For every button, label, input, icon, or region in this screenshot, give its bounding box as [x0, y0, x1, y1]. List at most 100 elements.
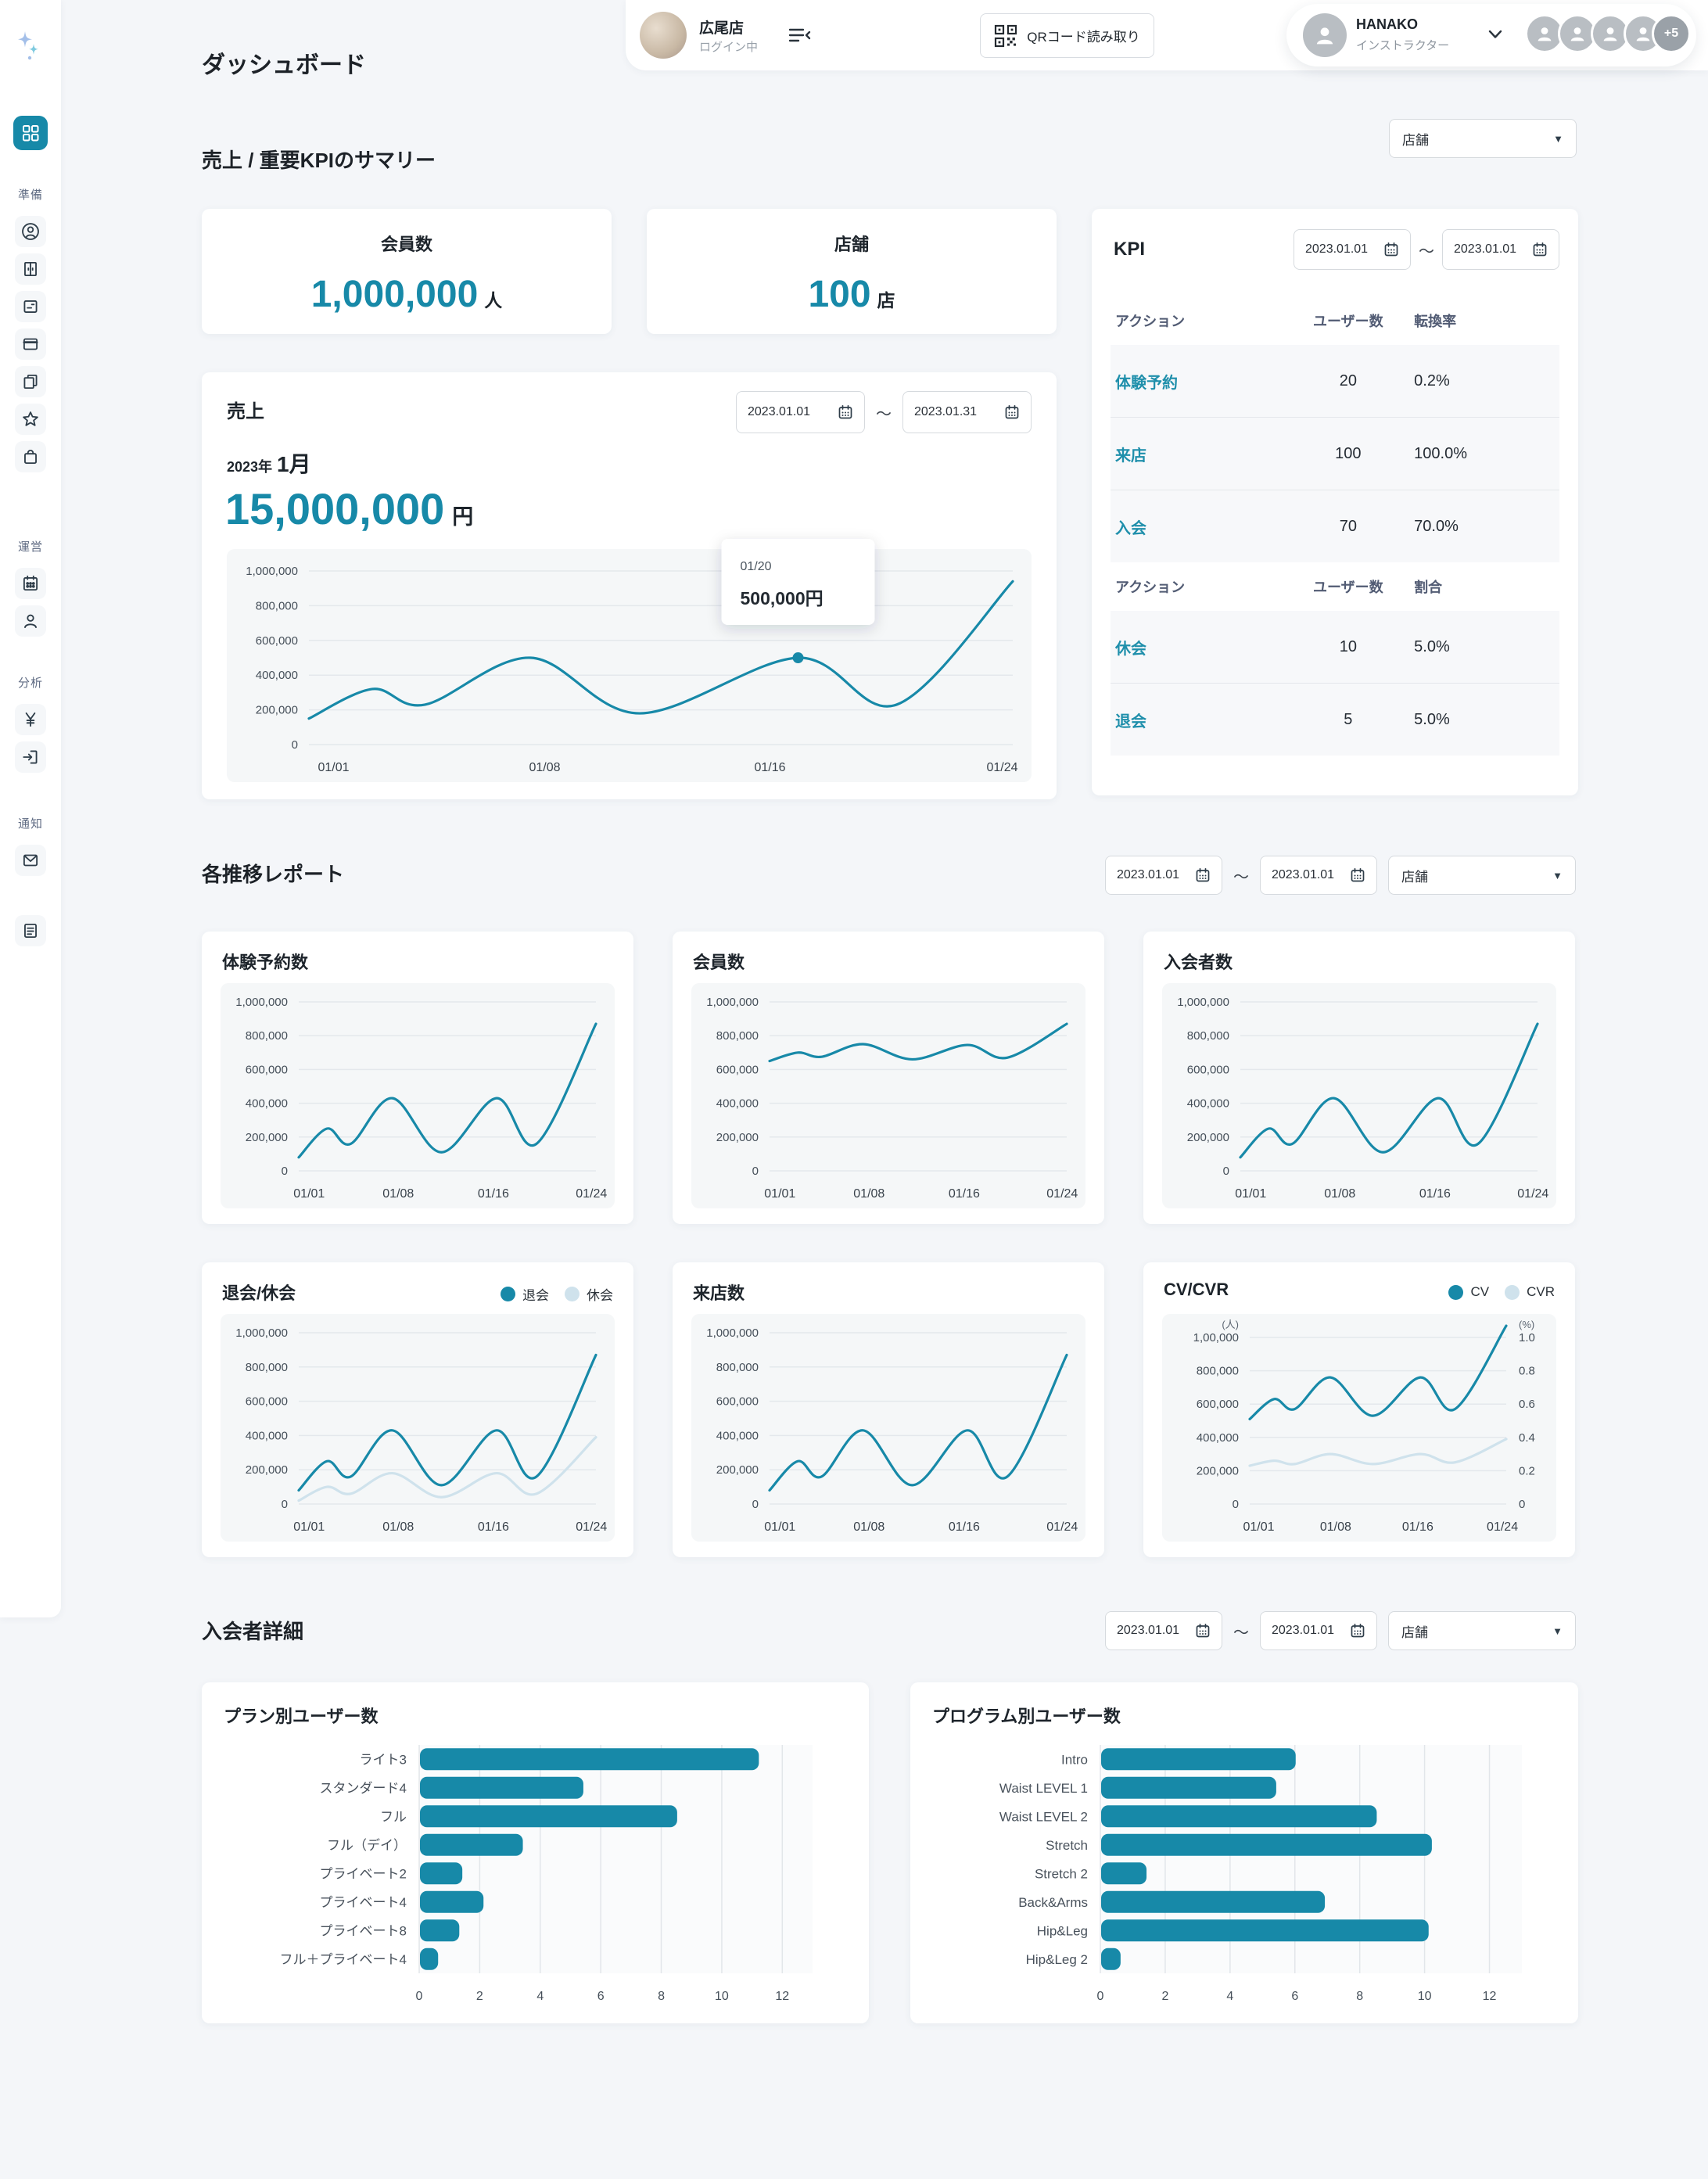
sidebar-item-schedule[interactable]: [15, 568, 46, 599]
kpi-action-link[interactable]: 体験予約: [1115, 374, 1178, 392]
svg-text:(%): (%): [1519, 1319, 1534, 1330]
svg-text:6: 6: [597, 1990, 605, 2003]
sidebar-item-plans[interactable]: [15, 291, 46, 322]
enter-arrow-icon: [23, 750, 38, 764]
sidebar-item-members[interactable]: [15, 216, 46, 247]
svg-text:01/01: 01/01: [764, 1520, 795, 1534]
visits-line-chart[interactable]: 0 200,000 400,000 600,000 800,000 1,000,000 01…: [691, 1314, 1085, 1542]
staff-avatar[interactable]: [1558, 14, 1597, 53]
staff-avatar[interactable]: [1525, 14, 1564, 53]
svg-text:200,000: 200,000: [716, 1131, 759, 1144]
svg-text:0: 0: [1233, 1498, 1239, 1511]
details-store-filter[interactable]: 店舗 ▼: [1388, 1611, 1576, 1650]
sidebar-item-favorites[interactable]: [15, 404, 46, 435]
svg-text:01/01: 01/01: [318, 761, 349, 774]
svg-text:800,000: 800,000: [716, 1029, 759, 1043]
cv-cvr-line-chart[interactable]: 0 0 200,000 0.2 400,000 0.4 600,000 0.6 800,000 0…: [1162, 1314, 1556, 1542]
svg-text:01/16: 01/16: [949, 1520, 980, 1534]
churn-suspend-line-chart[interactable]: 0 200,000 400,000 600,000 800,000 1,000,000 01…: [221, 1314, 615, 1542]
reports-date-to[interactable]: 2023.01.01: [1260, 856, 1377, 895]
svg-text:プライベート2: プライベート2: [320, 1866, 407, 1881]
legend-dot: [1505, 1284, 1520, 1300]
svg-text:0: 0: [292, 738, 298, 752]
svg-text:0: 0: [752, 1165, 759, 1178]
sales-card: 売上 2023.01.01 ～ 2023.01.31 2023年 1月 15,00…: [202, 372, 1057, 799]
kpi-action-link[interactable]: 休会: [1115, 640, 1146, 658]
legend-item[interactable]: CV: [1448, 1284, 1489, 1300]
members-chart-card: 会員数 0 200,000 400,000 600,000 800,000 1,000,0…: [673, 932, 1104, 1224]
shopping-bag-icon: [24, 450, 37, 465]
sidebar-item-news[interactable]: [15, 915, 46, 946]
reports-section-title: 各推移レポート: [202, 863, 345, 886]
sidebar-item-payment[interactable]: [15, 328, 46, 360]
qr-code-icon: [995, 24, 1017, 47]
members-summary-card: 会員数 1,000,000 人: [202, 209, 612, 334]
svg-text:4: 4: [536, 1990, 544, 2003]
svg-text:1,000,000: 1,000,000: [235, 1326, 288, 1340]
news-list-icon: [24, 923, 37, 939]
calendar-icon: [1005, 404, 1019, 419]
summary-store-filter[interactable]: 店舗 ▼: [1389, 119, 1577, 158]
trial-bookings-line-chart[interactable]: 0 200,000 400,000 600,000 800,000 1,000,000 01…: [221, 983, 615, 1208]
sidebar-item-dashboard[interactable]: [13, 116, 48, 150]
members-line-chart[interactable]: 0 200,000 400,000 600,000 800,000 1,000,000 01…: [691, 983, 1085, 1208]
plan-users-bar-chart[interactable]: 0 2 4 6 8 10 12 ライト3 スタンダード4 フル フル（デイ） プライベート2 プライベー…: [224, 1740, 847, 2009]
kpi-date-to[interactable]: 2023.01.01: [1442, 229, 1559, 270]
sales-date-from[interactable]: 2023.01.01: [736, 391, 865, 433]
user-avatar[interactable]: [1303, 13, 1347, 57]
reports-date-from[interactable]: 2023.01.01: [1105, 856, 1222, 895]
avatar-overflow-badge[interactable]: +5: [1652, 14, 1691, 53]
reports-store-filter[interactable]: 店舗 ▼: [1388, 856, 1576, 895]
qr-scan-button[interactable]: QRコード読み取り: [980, 13, 1154, 58]
sidebar-item-checkin-log[interactable]: [15, 741, 46, 773]
svg-text:Waist LEVEL 1: Waist LEVEL 1: [999, 1781, 1088, 1796]
joiners-line-chart[interactable]: 0 200,000 400,000 600,000 800,000 1,000,000 01…: [1162, 983, 1556, 1208]
sidebar-item-shop[interactable]: [15, 441, 46, 472]
yen-icon: [25, 712, 36, 727]
svg-text:01/08: 01/08: [529, 761, 560, 774]
sales-line-chart[interactable]: 0 200,000 400,000 600,000 800,000 1,000,000 01…: [227, 539, 1032, 782]
svg-text:01/01: 01/01: [764, 1187, 795, 1201]
menu-collapse-icon[interactable]: [785, 21, 813, 49]
legend-item[interactable]: CVR: [1505, 1284, 1555, 1300]
svg-text:1,000,000: 1,000,000: [706, 996, 759, 1009]
kpi-action-link[interactable]: 来店: [1115, 447, 1146, 465]
details-date-from[interactable]: 2023.01.01: [1105, 1611, 1222, 1650]
sidebar-item-documents[interactable]: [15, 366, 46, 397]
dashboard-grid-icon: [23, 125, 39, 142]
sidebar-item-mail[interactable]: [15, 845, 46, 876]
svg-text:200,000: 200,000: [1187, 1131, 1229, 1144]
svg-text:01/01: 01/01: [1235, 1187, 1266, 1201]
legend-item[interactable]: 退会: [501, 1284, 549, 1304]
sidebar-group-label: 運営: [17, 540, 43, 554]
store-name: 広尾店: [699, 20, 745, 37]
svg-text:1,000,000: 1,000,000: [246, 565, 298, 578]
calendar-icon: [1196, 1623, 1210, 1638]
svg-text:01/16: 01/16: [1402, 1520, 1434, 1534]
svg-text:2: 2: [476, 1990, 483, 2003]
details-date-to[interactable]: 2023.01.01: [1260, 1611, 1377, 1650]
calendar-icon: [1351, 1623, 1365, 1638]
chevron-down-icon[interactable]: [1487, 28, 1503, 41]
user-role: インストラクター: [1356, 39, 1450, 52]
svg-text:10: 10: [715, 1990, 729, 2003]
svg-text:プライベート8: プライベート8: [320, 1923, 407, 1938]
details-section-title: 入会者詳細: [202, 1620, 304, 1643]
svg-text:01/20: 01/20: [741, 560, 772, 573]
svg-text:800,000: 800,000: [716, 1361, 759, 1374]
plan-users-chart-card: プラン別ユーザー数 0 2 4 6 8 10 12 ライト3 スタンダード4 フル フル（デイ） プラ…: [202, 1682, 869, 2023]
kpi-date-from[interactable]: 2023.01.01: [1294, 229, 1411, 270]
dropdown-caret-icon: ▼: [1552, 869, 1563, 881]
legend-item[interactable]: 休会: [565, 1284, 613, 1304]
svg-text:0: 0: [1097, 1990, 1104, 2003]
sidebar-item-staff[interactable]: [15, 605, 46, 637]
sales-date-to[interactable]: 2023.01.31: [902, 391, 1032, 433]
sidebar-item-store[interactable]: [15, 253, 46, 285]
store-avatar[interactable]: [640, 12, 687, 59]
sidebar-item-revenue[interactable]: [15, 704, 46, 735]
program-users-bar-chart[interactable]: 0 2 4 6 8 10 12 Intro Waist LEVEL 1 Waist LEVEL 2…: [932, 1740, 1556, 2009]
kpi-action-link[interactable]: 入会: [1115, 519, 1146, 537]
kpi-action-link[interactable]: 退会: [1115, 713, 1146, 731]
svg-text:600,000: 600,000: [246, 1063, 288, 1076]
svg-text:01/24: 01/24: [1517, 1187, 1548, 1201]
